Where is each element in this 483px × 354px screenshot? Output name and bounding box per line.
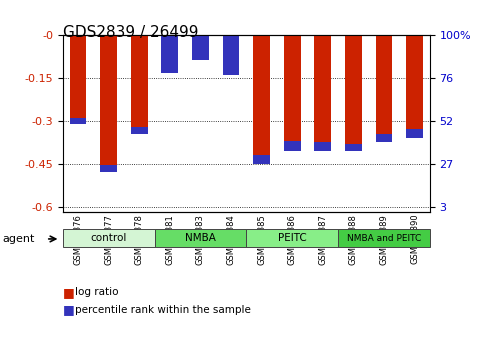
Bar [406, 35, 423, 129]
Bar [131, 127, 148, 134]
Bar [161, 34, 178, 73]
Text: ■: ■ [63, 303, 74, 316]
Bar [284, 141, 300, 151]
Bar [192, 28, 209, 60]
Bar [376, 135, 392, 142]
Bar [345, 144, 362, 151]
FancyBboxPatch shape [338, 229, 430, 247]
FancyBboxPatch shape [155, 229, 246, 247]
Bar [314, 142, 331, 151]
Bar [314, 35, 331, 142]
Text: NMBA: NMBA [185, 233, 216, 243]
Bar [131, 35, 148, 127]
Bar [70, 118, 86, 124]
Bar [100, 35, 117, 165]
Bar [70, 35, 86, 118]
Bar [223, 35, 240, 36]
Text: control: control [90, 233, 127, 243]
FancyBboxPatch shape [246, 229, 338, 247]
Text: agent: agent [2, 234, 35, 244]
Text: GDS2839 / 26499: GDS2839 / 26499 [63, 25, 199, 40]
Bar [161, 34, 178, 35]
Bar [253, 155, 270, 164]
Bar [192, 28, 209, 35]
Bar [223, 36, 240, 75]
Text: NMBA and PEITC: NMBA and PEITC [347, 234, 421, 242]
Bar [253, 35, 270, 155]
Text: percentile rank within the sample: percentile rank within the sample [75, 305, 251, 315]
Bar [406, 129, 423, 138]
Bar [376, 35, 392, 135]
Bar [100, 165, 117, 172]
FancyBboxPatch shape [63, 229, 155, 247]
Text: PEITC: PEITC [278, 233, 307, 243]
Bar [284, 35, 300, 141]
Text: ■: ■ [63, 286, 74, 298]
Text: log ratio: log ratio [75, 287, 118, 297]
Bar [345, 35, 362, 144]
